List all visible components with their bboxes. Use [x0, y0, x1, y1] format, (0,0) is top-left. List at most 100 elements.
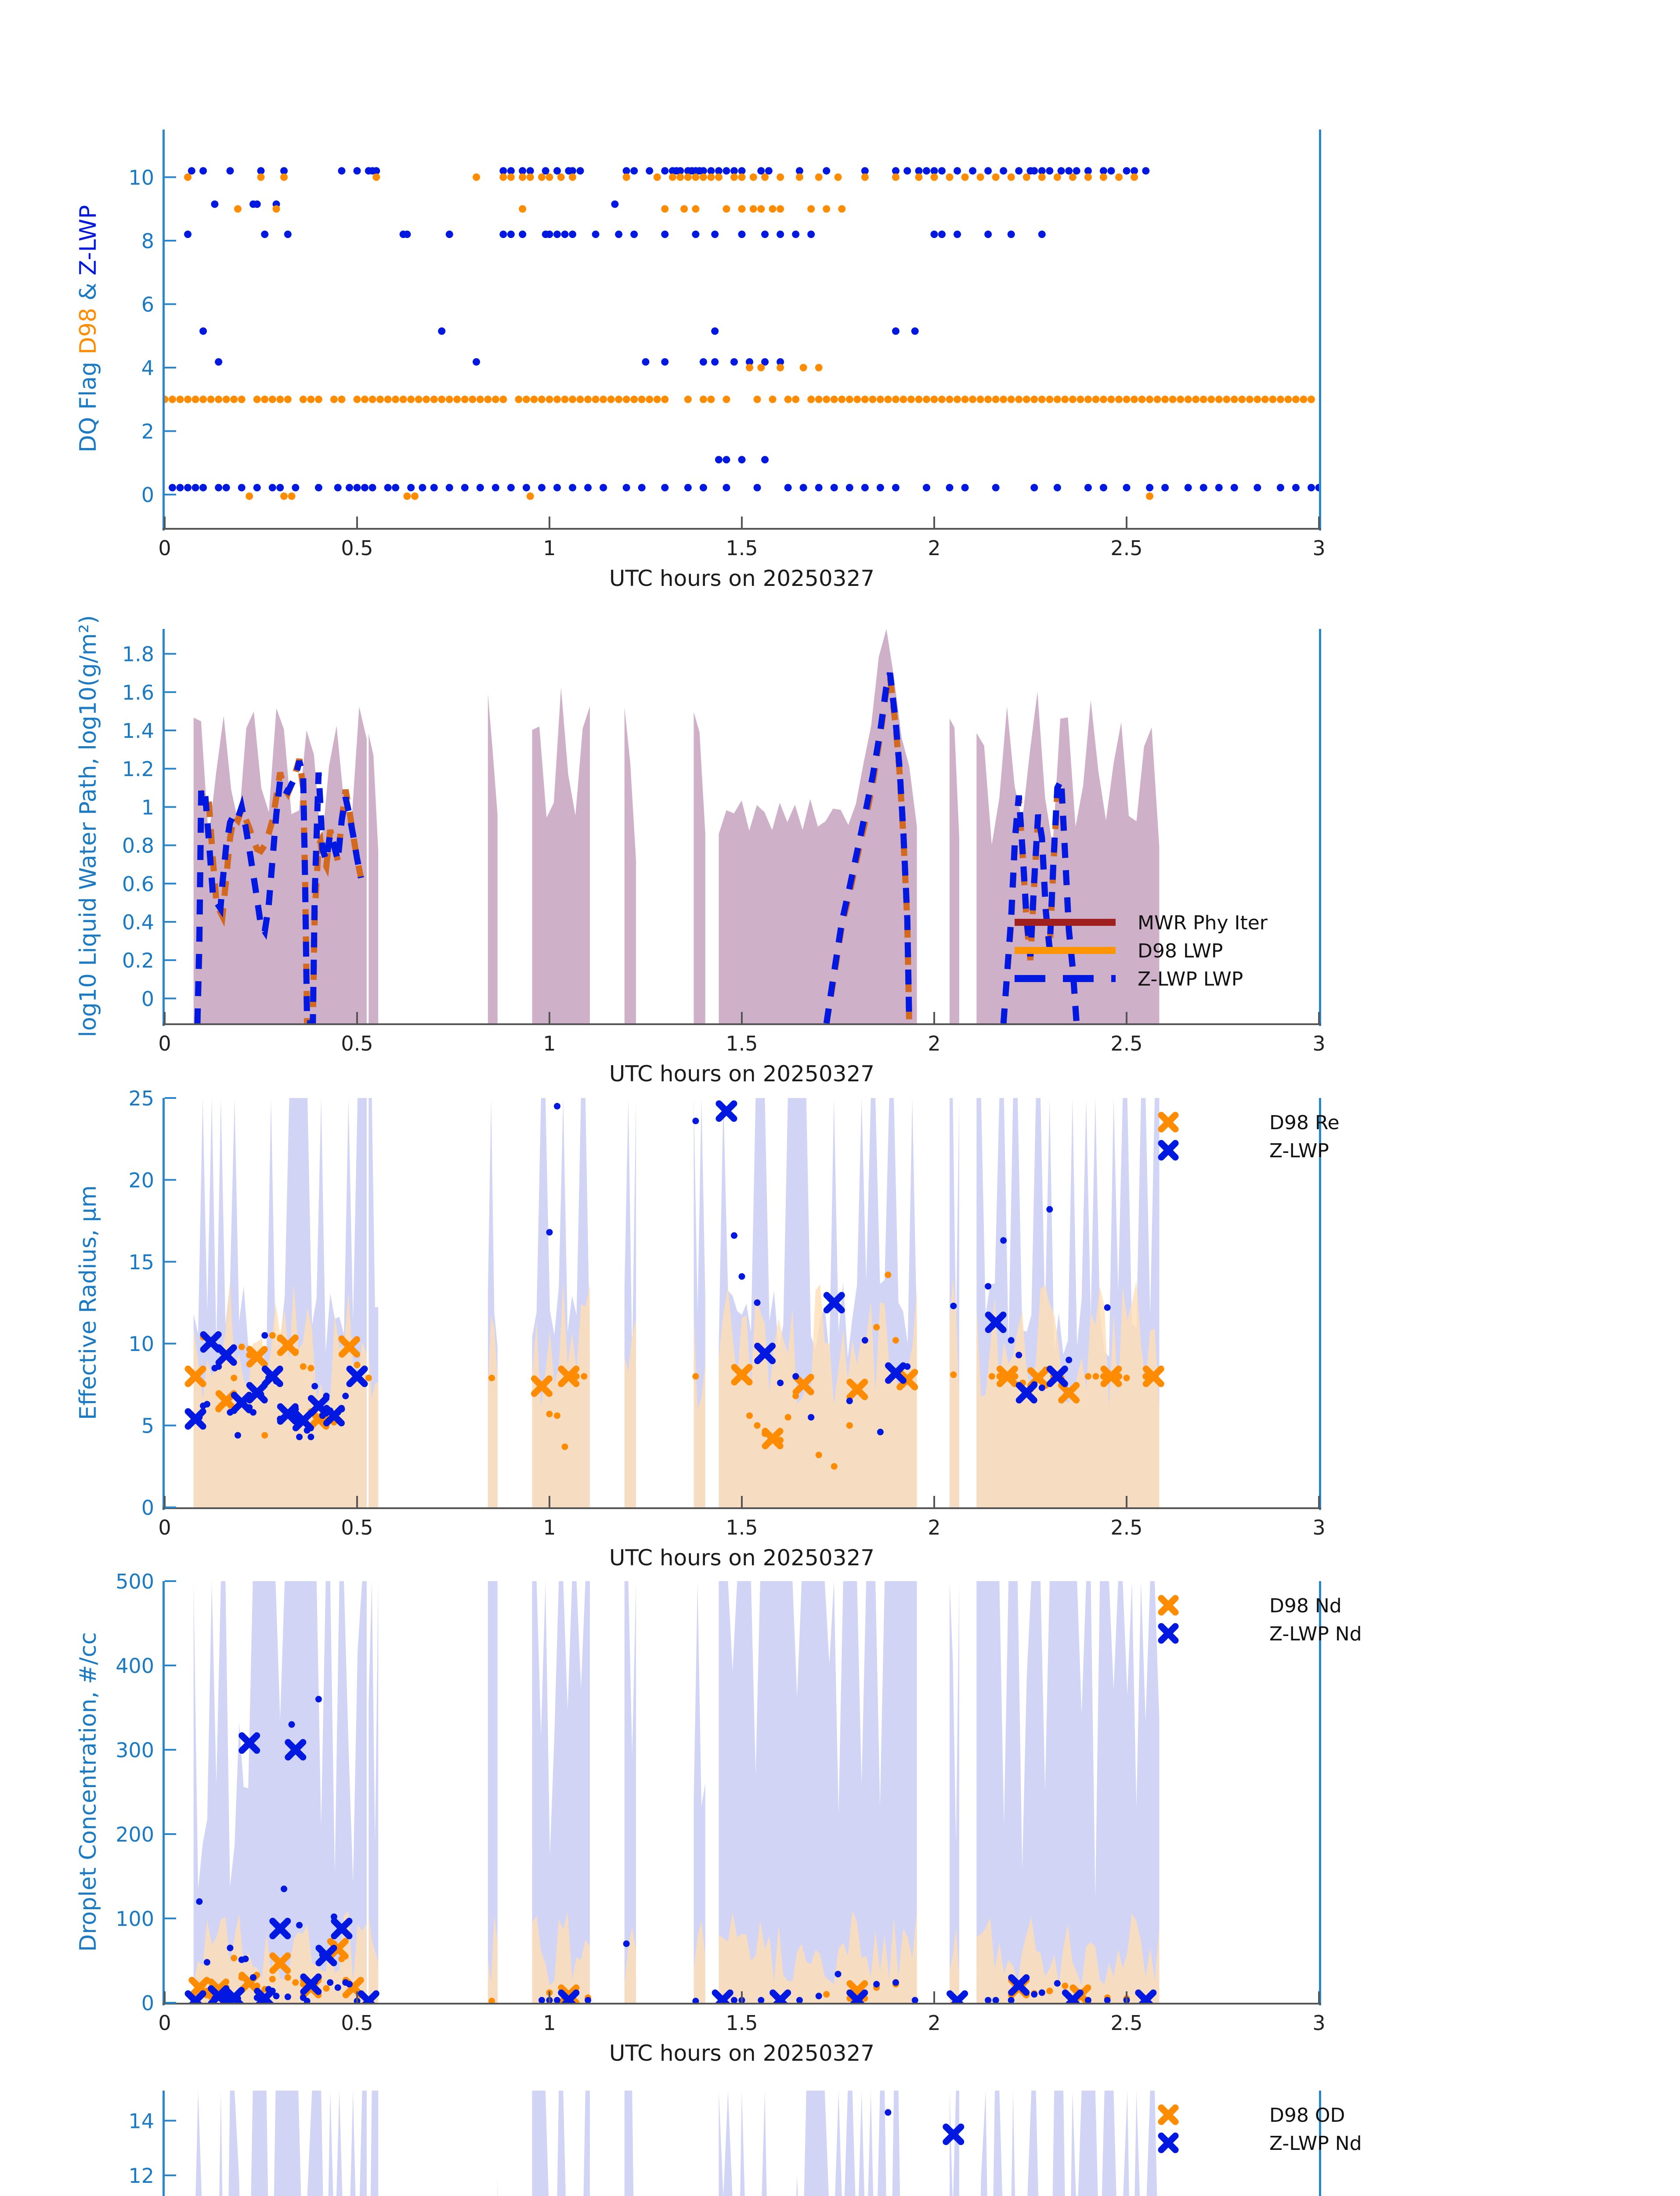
- marker-dot: [207, 395, 215, 403]
- marker-dot: [796, 1997, 803, 2003]
- x-tick: [741, 516, 743, 528]
- marker-dot: [769, 205, 777, 213]
- y-tick: [165, 882, 176, 885]
- marker-dot: [915, 167, 923, 175]
- marker-dot: [303, 1997, 311, 2003]
- marker-dot: [576, 167, 584, 175]
- y-tick: [165, 1749, 176, 1751]
- marker-dot: [622, 167, 630, 175]
- marker-x: [943, 2124, 965, 2145]
- marker-dot: [215, 358, 223, 366]
- x-tick: [356, 1496, 358, 1507]
- marker-dot: [1066, 1356, 1073, 1363]
- marker-dot: [585, 1997, 592, 2003]
- marker-dot: [892, 395, 900, 403]
- marker-dot: [499, 173, 507, 181]
- y-tick: [165, 2174, 176, 2176]
- marker-dot: [815, 364, 823, 372]
- marker-dot: [1073, 167, 1080, 175]
- x-tick-label: 3: [1312, 1032, 1325, 1055]
- y-tick-label: 0: [141, 1496, 154, 1520]
- y-tick-label: 12: [128, 2164, 154, 2188]
- marker-dot: [299, 395, 307, 403]
- x-axis-title: UTC hours on 20250327: [609, 2041, 874, 2066]
- marker-x: [558, 1984, 580, 2003]
- marker-dot: [1038, 230, 1046, 238]
- marker-dot: [284, 230, 292, 238]
- marker-dot: [784, 395, 792, 403]
- marker-dot: [876, 484, 884, 491]
- marker-dot: [911, 1997, 918, 2003]
- marker-dot: [976, 395, 984, 403]
- marker-x: [285, 1739, 307, 1761]
- marker-dot: [834, 173, 842, 181]
- marker-dot: [661, 395, 669, 403]
- marker-dot: [369, 484, 376, 491]
- series-line: [194, 672, 1080, 1023]
- marker-dot: [938, 230, 946, 238]
- marker-dot: [522, 484, 530, 491]
- marker-dot: [268, 484, 276, 491]
- marker-dot: [1099, 173, 1107, 181]
- marker-dot: [707, 173, 715, 181]
- legend-lwp: MWR Phy Iter D98 LWP Z-LWP LWP: [1015, 912, 1268, 990]
- legend-swatch-x: [1158, 2104, 1179, 2125]
- y-tick: [165, 997, 176, 1000]
- marker-dot: [1007, 173, 1015, 181]
- marker-dot: [334, 484, 342, 491]
- marker-dot: [238, 1344, 245, 1351]
- marker-dot: [1062, 1983, 1069, 1990]
- marker-dot: [642, 358, 650, 366]
- marker-dot: [1104, 1997, 1111, 2003]
- marker-x: [947, 1990, 968, 2003]
- marker-dot: [215, 395, 223, 403]
- marker-dot: [519, 205, 527, 213]
- marker-dot: [1022, 395, 1030, 403]
- marker-dot: [1131, 167, 1138, 175]
- x-tick: [164, 1012, 166, 1023]
- marker-dot: [1099, 395, 1107, 403]
- marker-dot: [191, 395, 199, 403]
- marker-dot: [823, 167, 831, 175]
- marker-dot: [476, 395, 484, 403]
- marker-dot: [692, 173, 700, 181]
- marker-dot: [200, 1981, 207, 1988]
- marker-dot: [615, 230, 623, 238]
- y-tick-label: 500: [116, 1570, 154, 1593]
- marker-dot: [227, 1944, 234, 1951]
- marker-dot: [1169, 395, 1177, 403]
- legend-effective-radius: D98 Re Z-LWP: [1158, 1112, 1340, 1162]
- marker-dot: [1199, 484, 1207, 491]
- marker-dot: [284, 1994, 291, 2001]
- uncertainty-bands: [195, 2091, 1157, 2196]
- marker-dot: [1022, 173, 1030, 181]
- marker-dot: [445, 230, 453, 238]
- marker-dot: [407, 484, 415, 491]
- marker-dot: [661, 484, 669, 491]
- marker-dot: [1146, 484, 1154, 491]
- marker-dot: [1307, 395, 1315, 403]
- marker-dot: [1015, 167, 1023, 175]
- marker-dot: [1012, 1373, 1019, 1380]
- marker-dot: [1246, 395, 1254, 403]
- marker-dot: [676, 167, 684, 175]
- marker-dot: [473, 173, 481, 181]
- marker-dot: [711, 358, 719, 366]
- marker-dot: [499, 395, 507, 403]
- marker-dot: [226, 167, 234, 175]
- y-tick: [165, 653, 176, 655]
- marker-dot: [1184, 395, 1192, 403]
- y-tick: [165, 768, 176, 770]
- marker-dot: [777, 173, 784, 181]
- marker-dot: [707, 395, 715, 403]
- x-tick: [1126, 1012, 1127, 1023]
- marker-dot: [699, 173, 707, 181]
- marker-dot: [738, 456, 746, 464]
- y-tick: [165, 430, 176, 432]
- marker-dot: [792, 230, 800, 238]
- marker-dot: [877, 1429, 884, 1436]
- marker-dot: [749, 205, 757, 213]
- marker-dot: [746, 1412, 753, 1419]
- marker-dot: [1030, 395, 1038, 403]
- marker-dot: [272, 205, 280, 213]
